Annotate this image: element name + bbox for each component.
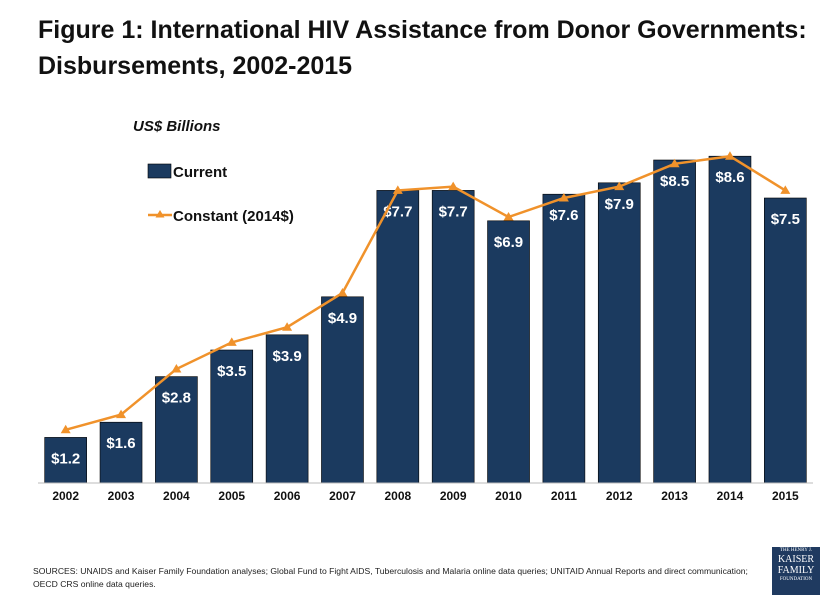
bar-2009 <box>431 190 475 484</box>
constant-line <box>65 154 786 432</box>
constant-point-2004 <box>171 364 182 373</box>
bar-label-2004: $2.8 <box>162 390 191 407</box>
x-tick-2004: 2004 <box>163 489 190 503</box>
bar-label-2008: $7.7 <box>383 203 412 220</box>
x-tick-2007: 2007 <box>329 489 356 503</box>
legend-label-current: Current <box>173 164 227 181</box>
x-tick-2003: 2003 <box>108 489 135 503</box>
bar-2013 <box>653 159 696 484</box>
constant-point-2010 <box>503 212 514 221</box>
legend: Current Constant (2014$) <box>147 163 294 225</box>
kff-logo: THE HENRY J. KAISER FAMILY FOUNDATION <box>772 547 820 595</box>
bar-label-2007: $4.9 <box>328 310 357 327</box>
bar-2006 <box>265 334 309 484</box>
x-tick-2014: 2014 <box>717 489 744 503</box>
constant-point-2012 <box>614 181 625 191</box>
constant-point-2007 <box>337 288 348 297</box>
bar-label-2012: $7.9 <box>605 196 634 213</box>
bar-2011 <box>542 193 586 484</box>
bar-label-2014: $8.6 <box>715 169 744 186</box>
bar-2008 <box>376 190 420 484</box>
bar-2012 <box>597 182 641 484</box>
x-tick-2012: 2012 <box>606 489 633 503</box>
x-tick-2011: 2011 <box>551 489 577 503</box>
constant-point-2014 <box>724 151 735 160</box>
legend-swatch-current <box>147 163 172 179</box>
bar-2002 <box>44 437 87 484</box>
constant-point-2008 <box>392 185 403 194</box>
constant-point-2005 <box>226 337 237 346</box>
bar-label-2003: $1.6 <box>106 435 135 452</box>
x-tick-2006: 2006 <box>274 489 301 503</box>
legend-label-constant: Constant (2014$) <box>173 208 294 225</box>
x-tick-2008: 2008 <box>384 489 411 503</box>
sources-note: SOURCES: UNAIDS and Kaiser Family Founda… <box>33 566 748 589</box>
x-tick-2002: 2002 <box>52 489 79 503</box>
bar-label-2015: $7.5 <box>771 211 800 228</box>
bar-label-2002: $1.2 <box>51 450 80 467</box>
bar-2015 <box>764 197 807 484</box>
bar-2010 <box>487 220 530 484</box>
bar-2003 <box>99 421 143 484</box>
bar-2007 <box>321 296 364 484</box>
constant-point-2002 <box>60 424 71 434</box>
bar-2005 <box>210 349 254 484</box>
chart-title: Figure 1: International HIV Assistance f… <box>38 16 807 80</box>
x-tick-2010: 2010 <box>495 489 522 503</box>
bar-label-2013: $8.5 <box>660 173 689 190</box>
constant-point-2013 <box>669 158 680 168</box>
constant-point-2011 <box>558 193 569 202</box>
bar-label-2006: $3.9 <box>273 348 302 365</box>
constant-point-2015 <box>780 185 791 194</box>
legend-marker-triangle-icon <box>155 210 165 218</box>
constant-point-2009 <box>448 181 459 191</box>
constant-point-2006 <box>282 322 293 331</box>
y-axis-label: US$ Billions <box>133 118 221 135</box>
x-tick-2005: 2005 <box>218 489 245 503</box>
bar-2014 <box>708 155 752 484</box>
x-tick-2013: 2013 <box>661 489 688 503</box>
bar-label-2011: $7.6 <box>549 207 578 224</box>
bar-label-2010: $6.9 <box>494 234 523 251</box>
bar-2004 <box>155 376 198 484</box>
x-tick-2015: 2015 <box>772 489 799 503</box>
bar-label-2005: $3.5 <box>217 363 246 380</box>
x-tick-2009: 2009 <box>440 489 467 503</box>
constant-point-2003 <box>116 409 127 419</box>
bar-label-2009: $7.7 <box>439 203 468 220</box>
